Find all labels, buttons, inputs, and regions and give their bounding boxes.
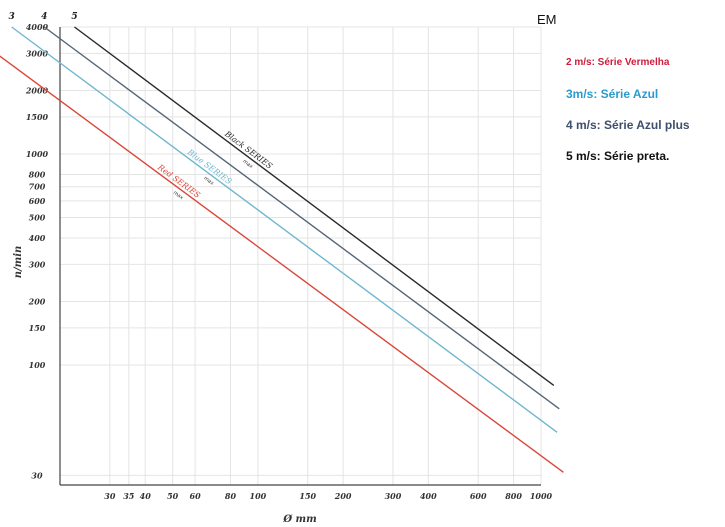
- x-tick-label-100: 100: [250, 491, 267, 501]
- x-tick-label-200: 200: [334, 491, 352, 501]
- y-tick-label-4000: 4000: [26, 22, 49, 32]
- y-tick-label-100: 100: [29, 360, 46, 370]
- legend-item-blue-plus: 4 m/s: Série Azul plus: [566, 118, 690, 132]
- y-axis-title: n/min: [13, 246, 24, 279]
- series-sublabel-5: max: [241, 159, 253, 170]
- x-axis-title: Ø mm: [282, 514, 316, 525]
- series-line-2: [0, 55, 564, 473]
- corner-label: EM: [537, 12, 557, 27]
- legend-item-blue: 3m/s: Série Azul: [566, 87, 659, 101]
- x-tick-label-40: 40: [140, 491, 152, 501]
- series-line-3: [11, 26, 558, 433]
- y-tick-label-30: 30: [31, 470, 43, 480]
- y-tick-label-1500: 1500: [26, 112, 49, 122]
- x-tick-label-400: 400: [420, 491, 437, 501]
- y-tick-label-150: 150: [29, 323, 46, 333]
- y-tick-label-2000: 2000: [25, 86, 49, 96]
- y-tick-label-600: 600: [29, 196, 46, 206]
- series-top-label-4: 4: [41, 12, 47, 22]
- x-tick-label-1000: 1000: [530, 491, 553, 501]
- grid: [60, 26, 542, 485]
- axes: Ø mm n/min: [13, 27, 541, 525]
- x-tick-label-600: 600: [470, 491, 487, 501]
- y-tick-label-700: 700: [29, 182, 46, 192]
- x-tick-label-60: 60: [190, 491, 202, 501]
- x-tick-label-800: 800: [505, 491, 522, 501]
- y-tick-label-500: 500: [29, 213, 46, 223]
- y-tick-label-300: 300: [29, 259, 46, 269]
- series-lines: [0, 26, 564, 473]
- y-tick-label-200: 200: [28, 297, 46, 307]
- series-sublabel-3: max: [202, 175, 214, 186]
- series-line-5: [74, 26, 555, 387]
- tick-labels: 30 35 40 50 60 80 100 150 200 300 400 600 800 1000 30 1…: [25, 22, 553, 501]
- x-tick-label-30: 30: [104, 491, 116, 501]
- x-tick-label-300: 300: [385, 491, 402, 501]
- series-top-label-3: 3: [9, 12, 15, 22]
- series-line-4: [43, 26, 560, 410]
- y-tick-label-400: 400: [29, 233, 46, 243]
- x-tick-label-35: 35: [123, 491, 135, 501]
- x-tick-label-150: 150: [299, 491, 316, 501]
- x-tick-label-80: 80: [225, 491, 237, 501]
- legend-item-black: 5 m/s: Série preta.: [566, 149, 670, 163]
- series-sublabel-2: max: [172, 190, 184, 201]
- legend-item-red: 2 m/s: Série Vermelha: [566, 57, 670, 68]
- y-tick-label-1000: 1000: [26, 149, 49, 159]
- series-top-label-5: 5: [71, 12, 77, 22]
- x-tick-label-50: 50: [167, 491, 179, 501]
- y-tick-label-800: 800: [29, 169, 46, 179]
- y-tick-label-3000: 3000: [26, 48, 49, 58]
